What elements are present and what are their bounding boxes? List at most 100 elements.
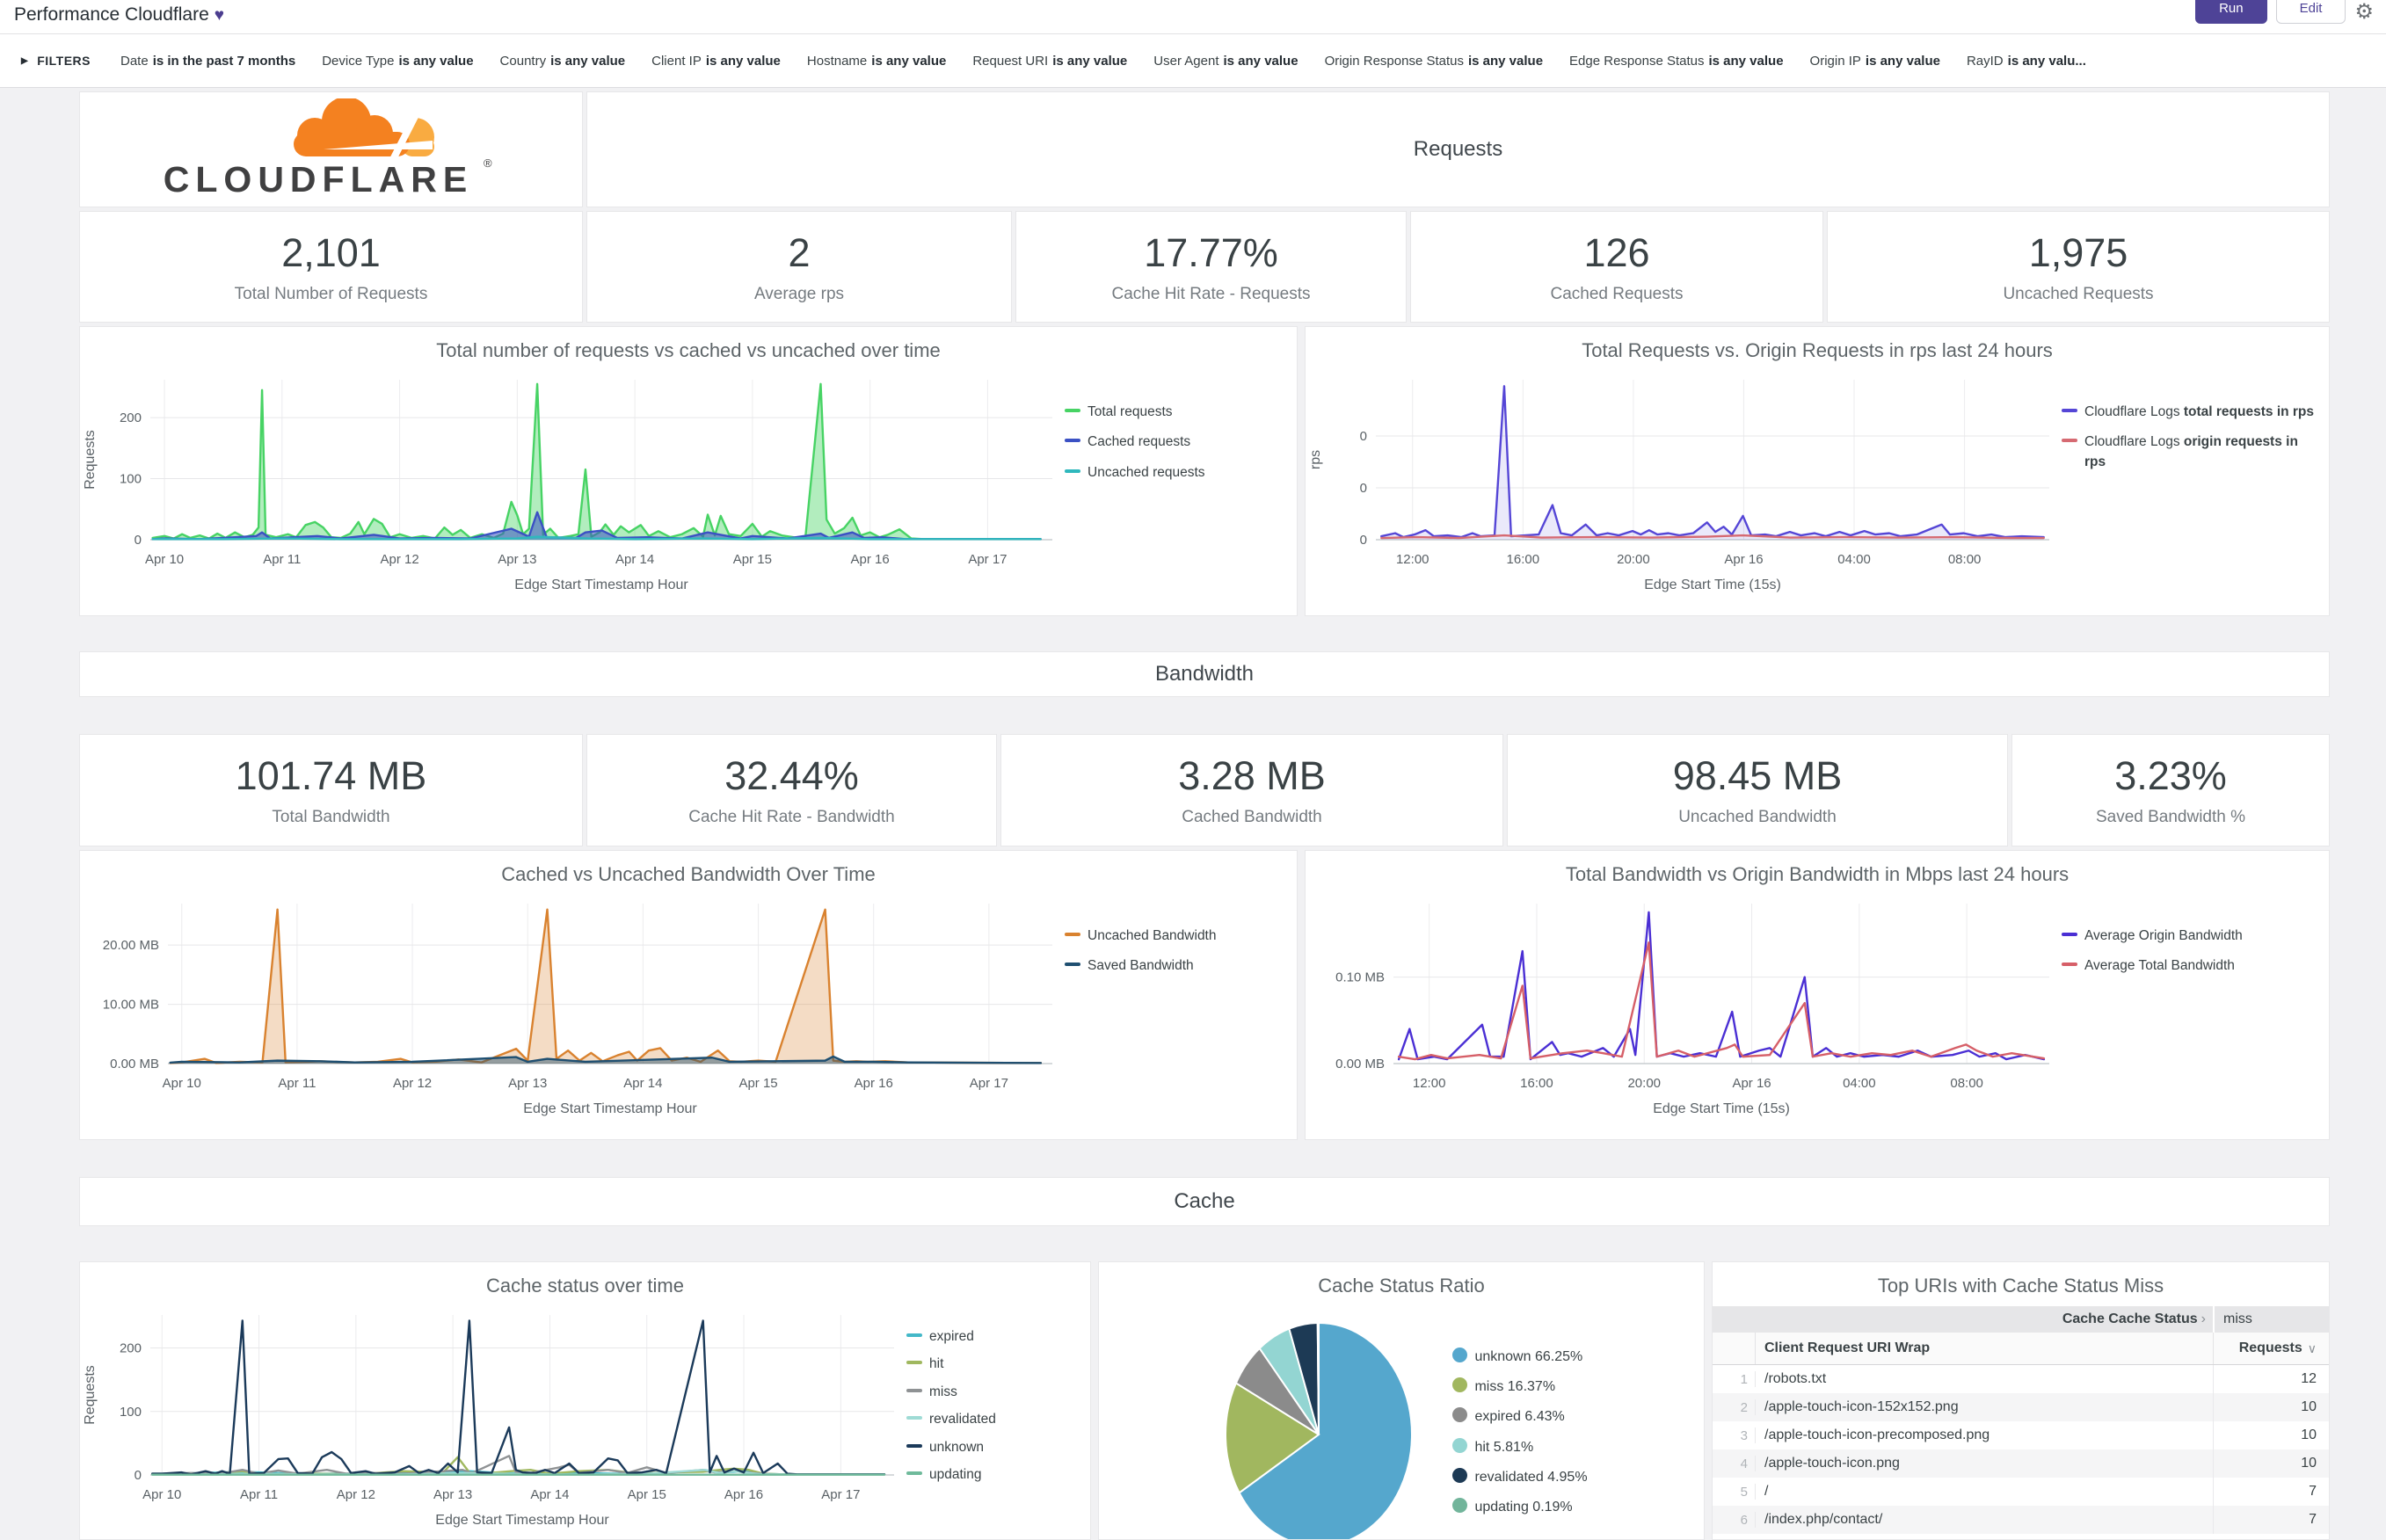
kpi-cache-hit-rate-bandwidth: 32.44% Cache Hit Rate - Bandwidth <box>586 734 997 846</box>
legend-item-miss[interactable]: miss 16.37% <box>1452 1377 1587 1397</box>
pivot-chevron-icon: › <box>2201 1311 2206 1326</box>
table-row[interactable]: 6/index.php/contact/7 <box>1713 1506 2329 1534</box>
legend-item-miss[interactable]: miss <box>906 1383 1073 1402</box>
filters-label[interactable]: ▶ FILTERS <box>21 54 91 68</box>
legend-item-unknown[interactable]: unknown 66.25% <box>1452 1347 1587 1367</box>
legend-item-unknown[interactable]: unknown <box>906 1438 1073 1457</box>
legend-item-total-requests[interactable]: Total requests <box>1065 403 1289 422</box>
registered-mark: ® <box>484 156 492 170</box>
filter-list: Date is in the past 7 months Device Type is… <box>120 54 2086 69</box>
svg-text:Apr 10: Apr 10 <box>142 1487 181 1502</box>
svg-text:200: 200 <box>120 410 142 425</box>
column-header-uri[interactable]: Client Request URI Wrap <box>1755 1333 2213 1364</box>
svg-text:rps: rps <box>1308 450 1323 469</box>
legend-item-hit[interactable]: hit 5.81% <box>1452 1437 1587 1457</box>
cache-status-ratio-tile: Cache Status Ratio unknown 66.25% miss 16… <box>1098 1261 1705 1540</box>
svg-text:Apr 14: Apr 14 <box>623 1076 662 1091</box>
svg-text:Apr 12: Apr 12 <box>393 1076 432 1091</box>
bandwidth-rps-chart-canvas: 12:00 16:00 20:00 Apr 16 04:00 08:00 0.00 MB 0.… <box>1335 904 2049 1116</box>
run-button[interactable]: Run <box>2195 0 2267 24</box>
table-row[interactable]: 3/apple-touch-icon-precomposed.png 10 <box>1713 1421 2329 1449</box>
legend-item-total-requests-in-rps[interactable]: Cloudflare Logs total requests in rps <box>2062 403 2317 422</box>
svg-text:Apr 17: Apr 17 <box>968 552 1007 567</box>
filter-request-uri[interactable]: Request URI is any value <box>972 53 1128 69</box>
svg-text:Apr 11: Apr 11 <box>240 1487 278 1502</box>
svg-text:08:00: 08:00 <box>1950 1076 1983 1091</box>
bandwidth-over-time-legend: Uncached Bandwidth Saved Bandwidth <box>1065 891 1289 977</box>
legend-item-updating[interactable]: updating <box>906 1465 1073 1485</box>
legend-item-expired[interactable]: expired 6.43% <box>1452 1406 1587 1427</box>
svg-text:Edge Start Time (15s): Edge Start Time (15s) <box>1644 578 1781 592</box>
requests-rps-legend: Cloudflare Logs total requests in rps Clo… <box>2062 367 2317 472</box>
filter-hostname[interactable]: Hostname is any value <box>806 53 947 69</box>
svg-text:0: 0 <box>135 533 142 548</box>
svg-text:Requests: Requests <box>83 430 98 490</box>
svg-text:0.00 MB: 0.00 MB <box>110 1057 159 1071</box>
cache-status-legend: expired hit miss revalidated unknown updating <box>906 1303 1073 1486</box>
legend-item-uncached-requests[interactable]: Uncached requests <box>1065 463 1289 483</box>
chart-title: Total number of requests vs cached vs un… <box>436 339 941 361</box>
filter-edge-response-status[interactable]: Edge Response Status is any value <box>1569 53 1784 69</box>
cloudflare-logo-tile: CLOUDFLARE ® <box>79 91 583 207</box>
cloudflare-logo: CLOUDFLARE ® <box>163 98 492 200</box>
table-row[interactable]: 5/7 <box>1713 1478 2329 1506</box>
kpi-average-rps: 2 Average rps <box>586 211 1012 323</box>
legend-item-revalidated[interactable]: revalidated 4.95% <box>1452 1467 1588 1487</box>
svg-text:20:00: 20:00 <box>1617 552 1650 567</box>
legend-item-origin-requests-in-rps[interactable]: Cloudflare Logs origin requests in rps <box>2062 432 2317 472</box>
legend-item-cached-requests[interactable]: Cached requests <box>1065 432 1289 452</box>
legend-item-hit[interactable]: hit <box>906 1355 1073 1374</box>
svg-text:Apr 15: Apr 15 <box>733 552 772 567</box>
pie-slice-miss[interactable] <box>1225 1382 1321 1494</box>
filters-expand-icon[interactable]: ▶ <box>21 55 29 66</box>
table-header-row: Client Request URI Wrap Requests ∨ <box>1713 1333 2329 1365</box>
edit-button[interactable]: Edit <box>2275 0 2346 24</box>
legend-item-expired[interactable]: expired <box>906 1327 1073 1347</box>
pivot-field[interactable]: Cache Cache Status › <box>2062 1311 2206 1326</box>
column-header-requests[interactable]: Requests ∨ <box>2213 1333 2329 1364</box>
kpi-cached-requests: 126 Cached Requests <box>1410 211 1823 323</box>
legend-item-revalidated[interactable]: revalidated <box>906 1410 1073 1429</box>
filter-date[interactable]: Date is in the past 7 months <box>120 53 296 69</box>
page-title-text: Performance Cloudflare <box>14 4 209 25</box>
table-row[interactable]: 2/apple-touch-icon-152x152.png 10 <box>1713 1393 2329 1421</box>
filter-origin-response-status[interactable]: Origin Response Status is any value <box>1324 53 1544 69</box>
filter-client-ip[interactable]: Client IP is any value <box>651 53 781 69</box>
legend-item-saved-bandwidth[interactable]: Saved Bandwidth <box>1065 956 1289 976</box>
bandwidth-rps-chart-tile: Total Bandwidth vs Origin Bandwidth in M… <box>1305 850 2330 1140</box>
filter-country[interactable]: Country is any value <box>499 53 626 69</box>
legend-item-uncached-bandwidth[interactable]: Uncached Bandwidth <box>1065 926 1289 946</box>
requests-rps-chart-tile: Total Requests vs. Origin Requests in rp… <box>1305 326 2330 616</box>
svg-text:0: 0 <box>1360 533 1367 548</box>
requests-rps-chart-canvas: 12:00 16:00 20:00 Apr 16 04:00 08:00 0 0 0 Edge S… <box>1308 380 2049 592</box>
svg-text:Edge Start Timestamp Hour: Edge Start Timestamp Hour <box>523 1101 697 1116</box>
kpi-cache-hit-rate-requests: 17.77% Cache Hit Rate - Requests <box>1015 211 1407 323</box>
bandwidth-chart-row: Cached vs Uncached Bandwidth Over Time A… <box>79 850 2330 1140</box>
legend-item-average-total-bandwidth[interactable]: Average Total Bandwidth <box>2062 956 2317 976</box>
filter-user-agent[interactable]: User Agent is any value <box>1153 53 1298 69</box>
filter-rayid[interactable]: RayID is any valu... <box>1966 53 2086 69</box>
cache-status-over-time-chart-tile: Cache status over time Apr 10 Apr 11 Apr 1… <box>79 1261 1091 1540</box>
chart-title: Cached vs Uncached Bandwidth Over Time <box>501 863 876 885</box>
heart-icon: ♥ <box>214 6 225 25</box>
svg-text:0: 0 <box>1360 481 1367 496</box>
svg-text:08:00: 08:00 <box>1948 552 1982 567</box>
pie-slice-updating[interactable] <box>1317 1321 1320 1435</box>
svg-text:0.00 MB: 0.00 MB <box>1335 1057 1385 1071</box>
filter-device-type[interactable]: Device Type is any value <box>322 53 474 69</box>
requests-chart-row: Total number of requests vs cached vs un… <box>79 326 2330 616</box>
requests-kpi-row: 2,101 Total Number of Requests 2 Average… <box>79 211 2330 323</box>
legend-item-updating[interactable]: updating 0.19% <box>1452 1497 1587 1517</box>
svg-text:Edge Start Time (15s): Edge Start Time (15s) <box>1653 1101 1790 1116</box>
table-row[interactable]: 4/apple-touch-icon.png 10 <box>1713 1449 2329 1478</box>
svg-text:0.10 MB: 0.10 MB <box>1335 970 1385 985</box>
table-row[interactable]: 1/robots.txt 12 <box>1713 1365 2329 1393</box>
gear-icon[interactable]: ⚙ <box>2354 0 2374 24</box>
svg-text:Apr 10: Apr 10 <box>163 1076 201 1091</box>
cache-row: Cache status over time Apr 10 Apr 11 Apr 1… <box>79 1261 2330 1540</box>
svg-text:Apr 17: Apr 17 <box>821 1487 860 1502</box>
legend-item-average-origin-bandwidth[interactable]: Average Origin Bandwidth <box>2062 926 2317 946</box>
chart-title: Total Bandwidth vs Origin Bandwidth in M… <box>1565 863 2070 885</box>
filter-origin-ip[interactable]: Origin IP is any value <box>1809 53 1940 69</box>
